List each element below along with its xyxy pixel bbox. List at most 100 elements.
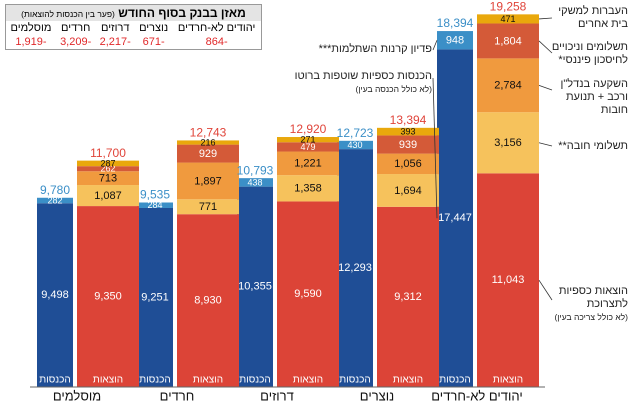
column-header: דרוזים: [100, 22, 130, 34]
legend-entry: הכנסות כספיות שוטפות ברוטו (לא כולל הכנסה…: [262, 70, 432, 96]
total-label: 11,700: [90, 146, 126, 160]
segment-label: 929: [199, 148, 217, 160]
bar-segment: [137, 202, 173, 208]
bar-segment: [37, 197, 73, 204]
segment-label: 2,784: [494, 80, 522, 92]
segment-label: 438: [247, 177, 262, 187]
segment-label: 8,930: [194, 295, 222, 307]
legend-entry: תשלומים וניכויים לחיסכון פיננסי*: [546, 41, 628, 67]
stack-label: הכנסות: [239, 375, 271, 386]
balance-value: -1,919: [15, 36, 47, 48]
segment-label: 284: [147, 200, 162, 210]
segment-label: 282: [47, 195, 62, 205]
segment-label: 9,251: [141, 291, 169, 303]
bar-segment: [377, 135, 439, 154]
stack-label: הוצאות: [493, 375, 523, 386]
bar-segment: [77, 171, 139, 186]
total-label: 10,793: [237, 163, 274, 177]
legend-entry: פדיון קרנות השתלמות***: [262, 43, 432, 56]
bar-segment: [337, 140, 373, 150]
legend-name: פדיון קרנות השתלמות***: [318, 43, 432, 55]
legend-entry: השקעה בנדל"ן ורכב + תנועת חובות: [546, 78, 628, 117]
category-label: נוצרים: [360, 388, 394, 403]
stack-label: הוצאות: [93, 375, 123, 386]
segment-label: 216: [200, 137, 215, 147]
stack-label: הוצאות: [193, 375, 223, 386]
balance-table: מאזן בבנק בסוף החודש (פער בין הכנסות להו…: [5, 4, 262, 50]
legend-name: העברות למשקי בית אחרים: [558, 5, 628, 30]
bar-segment: [177, 214, 239, 387]
legend-note: (לא כולל הכנסה בעין): [355, 84, 433, 94]
bar-segment: [177, 140, 239, 145]
total-label: 12,743: [190, 126, 227, 140]
segment-label: 12,293: [338, 262, 372, 274]
segment-label: 1,358: [294, 183, 322, 195]
legend-entry: העברות למשקי בית אחרים: [546, 5, 628, 31]
segment-label: 713: [99, 173, 117, 185]
bar-segment: [377, 206, 439, 387]
bar-segment: [377, 127, 439, 136]
total-label: 12,920: [290, 122, 327, 136]
total-label: 19,258: [490, 0, 527, 14]
leader-line: [538, 84, 553, 91]
legend-entry: תשלומי חובה**: [548, 140, 628, 153]
leader-line: [538, 279, 553, 301]
segment-label: 393: [400, 127, 415, 137]
bar-segment: [477, 23, 539, 59]
total-label: 9,535: [140, 188, 170, 202]
bar-segment: [237, 178, 273, 187]
segment-label: 9,312: [394, 291, 422, 303]
stack-label: הכנסות: [439, 375, 471, 386]
table-values: -864 -671 -2,217 -3,209 -1,919: [6, 35, 262, 50]
bar-segment: [177, 199, 239, 215]
segment-label: 939: [399, 139, 417, 151]
segment-label: 1,221: [294, 158, 322, 170]
leader-line: [538, 142, 553, 147]
bar-segment: [377, 174, 439, 207]
balance-value: -671: [142, 36, 165, 48]
bar-segment: [37, 203, 73, 387]
column-header: נוצרים: [139, 22, 169, 34]
table-title-cell: מאזן בבנק בסוף החודש (פער בין הכנסות להו…: [5, 4, 262, 21]
legend-entry: הוצאות כספיות לתצרוכת (לא כולל צריכה בעין…: [550, 285, 628, 324]
segment-label: 1,897: [194, 175, 222, 187]
segment-label: 17,447: [438, 212, 472, 224]
bar-segment: [277, 175, 339, 202]
legend-note: (לא כולל צריכה בעין): [554, 312, 628, 322]
table-header: יהודים לא-חרדים נוצרים דרוזים חרדים מוסלמים: [6, 21, 262, 35]
category-label: מוסלמים: [53, 388, 101, 403]
bar-segment: [177, 162, 239, 200]
segment-label: 9,350: [94, 290, 122, 302]
bar-segment: [277, 142, 339, 152]
segment-label: 262: [100, 164, 115, 174]
bar-segment: [337, 149, 373, 387]
segment-label: 948: [446, 35, 464, 47]
bar-segment: [477, 14, 539, 24]
total-label: 13,394: [390, 113, 427, 127]
leader-line: [538, 17, 553, 20]
segment-label: 9,590: [294, 288, 322, 300]
bar-segment: [177, 144, 239, 163]
column-header: מוסלמים: [10, 22, 52, 34]
legend-name: תשלומי חובה**: [558, 140, 628, 152]
stack-label: הכנסות: [139, 375, 171, 386]
category-label: יהודים לא-חרדים: [431, 388, 523, 403]
balance-value: -3,209: [60, 36, 92, 48]
bar-segment: [77, 160, 139, 167]
bar-segment: [277, 151, 339, 176]
segment-label: 10,355: [238, 281, 272, 293]
legend-name: תשלומים וניכויים לחיסכון פיננסי*: [551, 41, 628, 66]
bar-segment: [477, 112, 539, 174]
bar-segment: [237, 186, 273, 387]
balance-value: -2,217: [99, 36, 131, 48]
stack-label: הכנסות: [39, 375, 71, 386]
bar-segment: [77, 206, 139, 387]
total-label: 12,723: [337, 126, 374, 140]
segment-label: 1,087: [94, 190, 122, 202]
total-label: 9,780: [40, 183, 70, 197]
segment-label: 471: [500, 14, 515, 24]
bar-segment: [437, 31, 473, 50]
legend-name: הכנסות כספיות שוטפות ברוטו: [294, 70, 432, 82]
